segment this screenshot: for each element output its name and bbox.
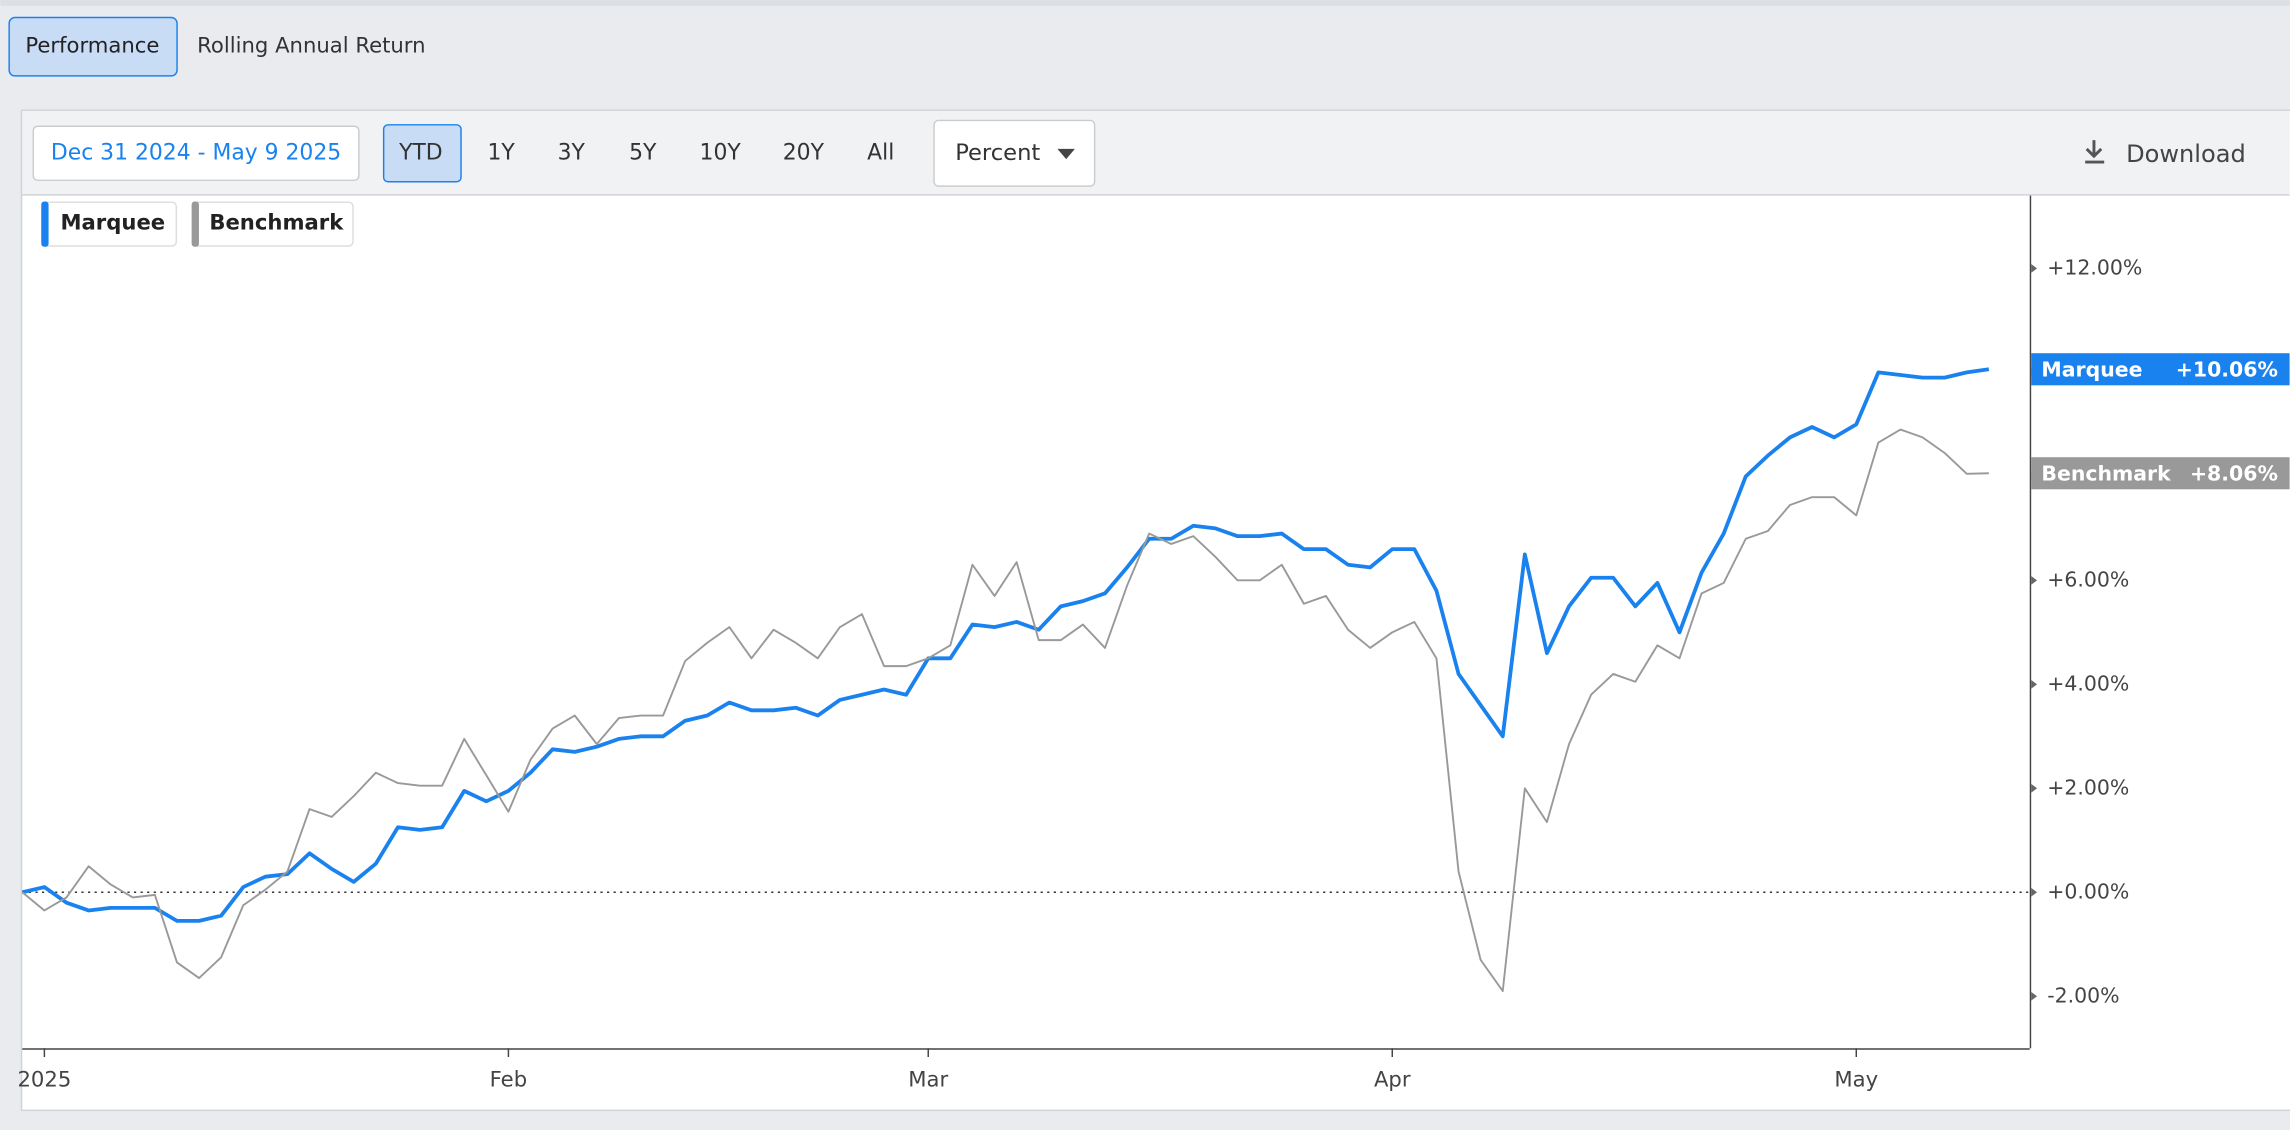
end-tag	[2031, 353, 2290, 386]
y-tick-label: +12.00%	[2047, 255, 2142, 279]
legend-swatch[interactable]	[191, 201, 199, 247]
end-tag-value: +10.06%	[2176, 358, 2278, 382]
toolbar	[22, 110, 2290, 195]
x-tick-label: May	[1834, 1066, 1878, 1091]
y-tick	[2031, 679, 2038, 689]
x-tick-label: 2025	[17, 1066, 71, 1091]
y-tick-label: +4.00%	[2047, 671, 2129, 695]
date-range-text[interactable]: Dec 31 2024 - May 9 2025	[51, 140, 341, 165]
range-button[interactable]: 3Y	[558, 140, 586, 165]
legend-label[interactable]: Marquee	[60, 209, 165, 234]
end-tag-name: Benchmark	[2041, 462, 2171, 486]
end-tag	[2031, 457, 2290, 490]
x-tick-label: Feb	[490, 1066, 527, 1091]
range-button[interactable]: 20Y	[783, 140, 825, 165]
range-selected[interactable]	[382, 124, 462, 183]
end-tag-name: Marquee	[2041, 358, 2142, 382]
end-tag-value: +8.06%	[2190, 462, 2278, 486]
series-line	[21, 367, 1990, 923]
legend-label[interactable]: Benchmark	[209, 209, 344, 234]
y-tick	[2031, 264, 2038, 273]
mode-text[interactable]: Percent	[955, 140, 1040, 166]
y-tick-label: +0.00%	[2047, 879, 2129, 903]
range-button[interactable]: 1Y	[488, 140, 516, 165]
y-tick-label: +6.00%	[2047, 567, 2129, 591]
series-line	[21, 428, 1989, 993]
range-button[interactable]: 5Y	[629, 140, 657, 165]
y-tick-label: +2.00%	[2047, 775, 2129, 799]
y-tick	[2031, 991, 2038, 1001]
legend-swatch[interactable]	[41, 201, 49, 247]
mode-dropdown[interactable]	[933, 119, 1096, 187]
y-tick	[2031, 783, 2038, 793]
download[interactable]: Download	[2126, 140, 2246, 168]
range-button[interactable]: All	[867, 140, 894, 165]
y-tick	[2031, 575, 2038, 585]
tab[interactable]: Rolling Annual Return	[197, 33, 425, 58]
dropdown-caret	[1057, 148, 1075, 160]
y-tick-label: -2.00%	[2047, 983, 2119, 1007]
range-button[interactable]: YTD	[398, 140, 443, 165]
top-strip	[0, 0, 2290, 6]
x-tick-label: Apr	[1374, 1066, 1411, 1091]
x-tick-label: Mar	[908, 1066, 948, 1091]
date-range[interactable]	[32, 125, 360, 182]
panel	[20, 109, 2290, 1112]
tab[interactable]: Performance	[25, 33, 159, 58]
range-button[interactable]: 10Y	[700, 140, 742, 165]
y-tick	[2031, 887, 2038, 897]
download-icon[interactable]	[2085, 140, 2105, 164]
tab-active[interactable]	[8, 16, 178, 77]
